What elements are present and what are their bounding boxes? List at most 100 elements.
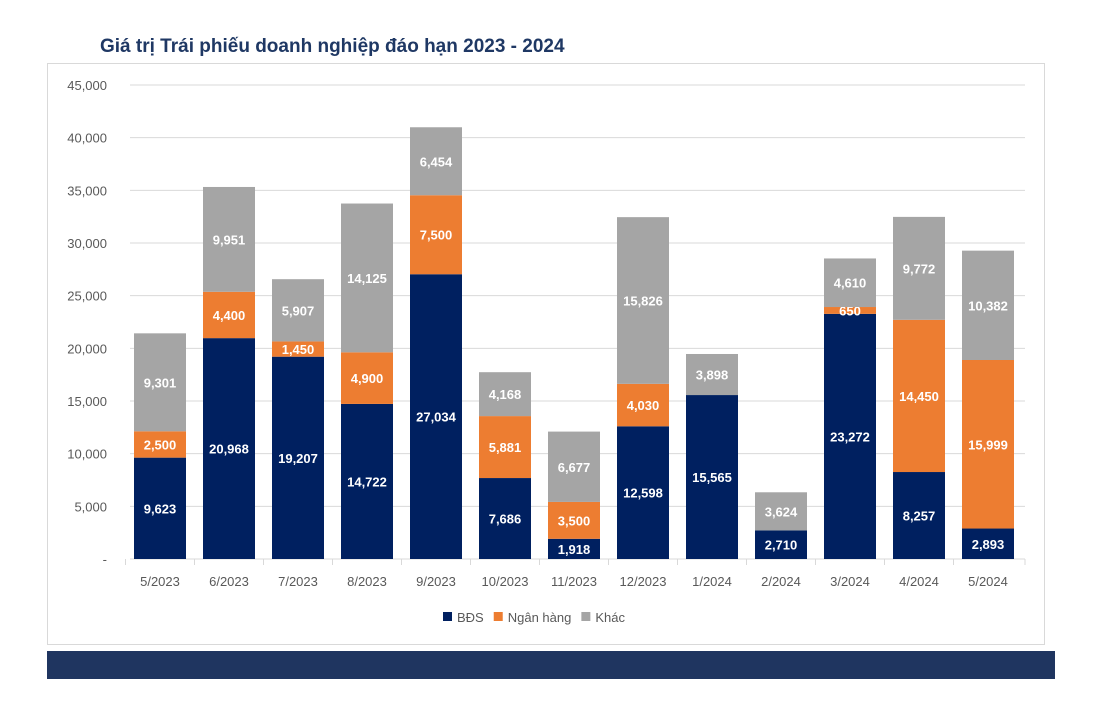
bar-segment bbox=[203, 338, 255, 559]
bar-segment bbox=[548, 501, 600, 539]
footer-band bbox=[47, 651, 1055, 679]
bar-segment bbox=[203, 186, 255, 292]
data-label: 4,900 bbox=[351, 371, 384, 386]
data-label: 4,168 bbox=[489, 387, 522, 402]
x-tick-label: 7/2023 bbox=[278, 574, 318, 589]
data-label: 14,450 bbox=[899, 389, 939, 404]
data-label: 3,500 bbox=[558, 513, 591, 528]
legend-label: Ngân hàng bbox=[508, 610, 572, 625]
legend-swatch bbox=[493, 612, 503, 621]
bar-segment bbox=[893, 319, 945, 473]
y-tick-label: 25,000 bbox=[67, 289, 107, 304]
data-label: 5,907 bbox=[282, 303, 315, 318]
data-label: 2,500 bbox=[144, 437, 177, 452]
x-tick-label: 11/2023 bbox=[551, 574, 597, 589]
x-tick-label: 3/2024 bbox=[830, 574, 870, 589]
x-tick-label: 8/2023 bbox=[347, 574, 387, 589]
bar-segment bbox=[617, 426, 669, 559]
bar-segment bbox=[824, 307, 876, 314]
legend-swatch bbox=[581, 612, 591, 621]
data-label: 27,034 bbox=[416, 410, 457, 425]
bar-segment bbox=[203, 291, 255, 339]
chart-frame bbox=[47, 63, 1045, 645]
legend-label: Khác bbox=[595, 610, 625, 625]
x-tick-label: 2/2024 bbox=[761, 574, 801, 589]
data-label: 6,677 bbox=[558, 460, 591, 475]
data-label: 1,918 bbox=[558, 542, 591, 557]
bar-segment bbox=[479, 372, 531, 417]
bar-segment bbox=[962, 360, 1014, 529]
data-label: 4,030 bbox=[627, 398, 660, 413]
data-label: 8,257 bbox=[903, 509, 936, 524]
data-label: 4,400 bbox=[213, 308, 246, 323]
data-label: 5,881 bbox=[489, 440, 522, 455]
data-label: 7,500 bbox=[420, 228, 453, 243]
data-label: 6,454 bbox=[420, 154, 453, 169]
x-tick-label: 9/2023 bbox=[416, 574, 456, 589]
y-tick-label: 40,000 bbox=[67, 131, 107, 146]
x-tick-label: 10/2023 bbox=[482, 574, 529, 589]
bar-segment bbox=[617, 217, 669, 384]
x-tick-label: 1/2024 bbox=[692, 574, 732, 589]
bar-segment bbox=[548, 538, 600, 559]
data-label: 9,951 bbox=[213, 232, 246, 247]
bar-segment bbox=[548, 431, 600, 502]
bar-segment bbox=[893, 216, 945, 320]
data-label: 10,382 bbox=[968, 298, 1008, 313]
bar-segment bbox=[755, 530, 807, 559]
x-tick-label: 5/2024 bbox=[968, 574, 1008, 589]
bar-segment bbox=[479, 416, 531, 479]
legend-label: BĐS bbox=[457, 610, 484, 625]
bar-segment bbox=[824, 313, 876, 559]
bar-segment bbox=[479, 478, 531, 559]
bar-segment bbox=[617, 383, 669, 427]
data-label: 15,826 bbox=[623, 294, 663, 309]
data-label: 12,598 bbox=[623, 486, 663, 501]
data-label: 15,565 bbox=[692, 470, 732, 485]
data-label: 7,686 bbox=[489, 512, 522, 527]
bar-segment bbox=[134, 431, 186, 458]
x-tick-label: 4/2024 bbox=[899, 574, 939, 589]
bar-segment bbox=[341, 203, 393, 353]
y-tick-label: 45,000 bbox=[67, 78, 107, 93]
data-label: 3,624 bbox=[765, 504, 798, 519]
data-label: 9,623 bbox=[144, 501, 177, 516]
data-label: 23,272 bbox=[830, 429, 870, 444]
bar-segment bbox=[272, 341, 324, 357]
data-label: 9,772 bbox=[903, 261, 936, 276]
chart-title: Giá trị Trái phiếu doanh nghiệp đáo hạn … bbox=[100, 36, 565, 57]
bar-segment bbox=[134, 457, 186, 559]
bar-segment bbox=[962, 250, 1014, 361]
y-tick-label: 5,000 bbox=[74, 499, 107, 514]
data-label: 14,125 bbox=[347, 271, 387, 286]
data-label: 2,710 bbox=[765, 538, 798, 553]
bar-segment bbox=[686, 395, 738, 559]
data-label: 9,301 bbox=[144, 375, 177, 390]
bar-segment bbox=[272, 356, 324, 559]
x-tick-label: 6/2023 bbox=[209, 574, 249, 589]
y-tick-label: 15,000 bbox=[67, 394, 107, 409]
data-label: 19,207 bbox=[278, 451, 318, 466]
data-label: 1,450 bbox=[282, 342, 315, 357]
y-tick-label: 20,000 bbox=[67, 341, 107, 356]
bar-segment bbox=[824, 258, 876, 308]
legend-swatch bbox=[443, 612, 452, 621]
bar-segment bbox=[341, 403, 393, 559]
y-tick-label: - bbox=[103, 552, 107, 567]
data-label: 2,893 bbox=[972, 537, 1005, 552]
data-label: 650 bbox=[839, 303, 861, 318]
x-tick-label: 5/2023 bbox=[140, 574, 180, 589]
bar-segment bbox=[962, 528, 1014, 559]
y-tick-label: 10,000 bbox=[67, 447, 107, 462]
bar-segment bbox=[272, 279, 324, 342]
bar-segment bbox=[410, 195, 462, 275]
bar-segment bbox=[686, 353, 738, 396]
bar-segment bbox=[755, 492, 807, 531]
bar-segment bbox=[410, 127, 462, 196]
data-label: 20,968 bbox=[209, 442, 249, 457]
bar-segment bbox=[134, 333, 186, 432]
bar-segment bbox=[893, 472, 945, 559]
data-label: 15,999 bbox=[968, 437, 1008, 452]
data-label: 14,722 bbox=[347, 474, 387, 489]
